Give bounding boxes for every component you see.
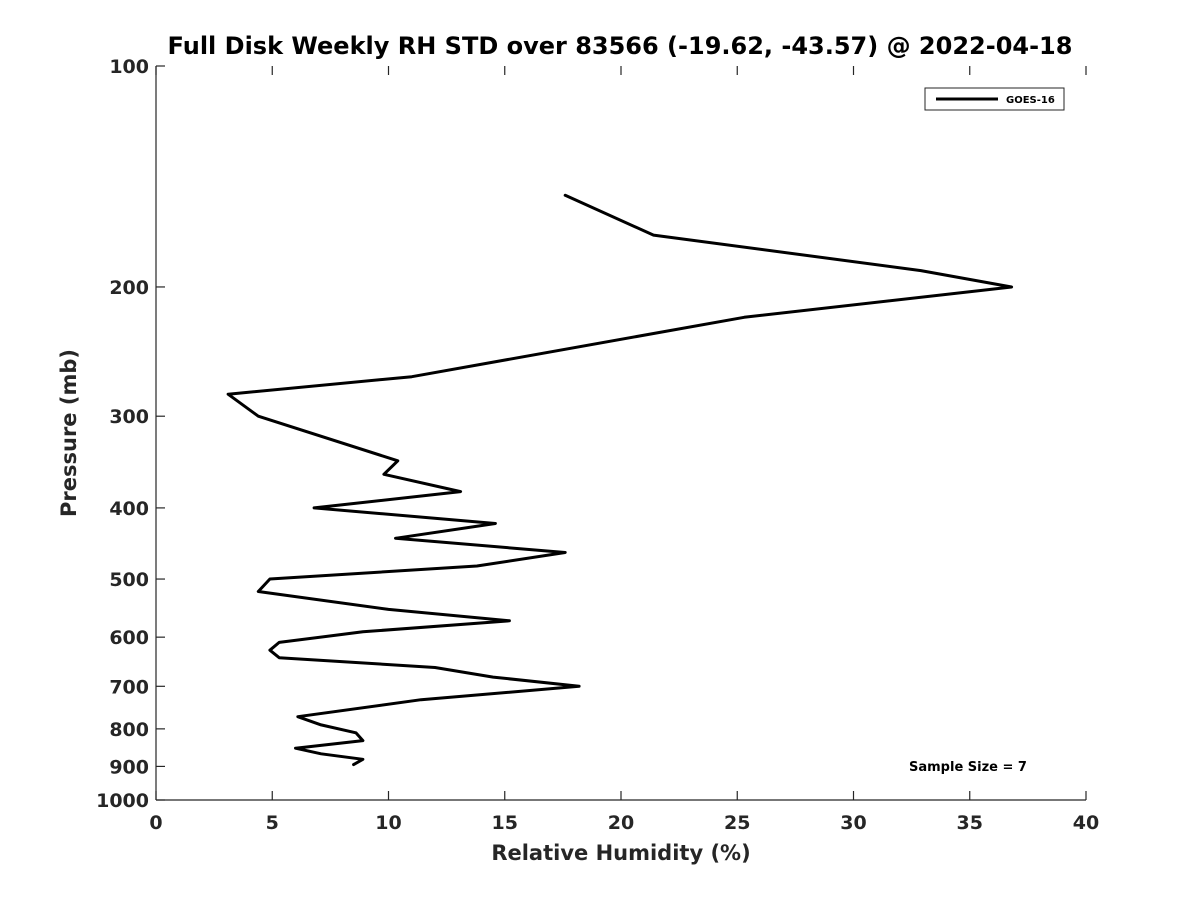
legend-label-goes-16: GOES-16 [1006,95,1055,106]
x-axis-label: Relative Humidity (%) [491,841,750,865]
x-tick-label: 25 [724,812,750,834]
series-line-goes-16 [226,193,1014,767]
y-tick-label: 300 [109,406,149,428]
sample-size-annotation: Sample Size = 7 [909,760,1027,775]
y-axis-ticks: 100 200 300 400 500 600 700 800 900 1000 [96,56,165,812]
legend: GOES-16 [924,87,1065,111]
y-axis-label: Pressure (mb) [57,349,81,517]
x-tick-label: 20 [608,812,634,834]
y-tick-label: 200 [109,277,149,299]
series-layer [226,193,1014,767]
x-tick-label: 5 [266,812,279,834]
y-tick-label: 600 [109,627,149,649]
y-tick-label: 400 [109,498,149,520]
y-tick-label: 500 [109,569,149,591]
y-tick-label: 1000 [96,790,149,812]
x-tick-label: 15 [492,812,518,834]
y-tick-label: 900 [109,756,149,778]
chart-title: Full Disk Weekly RH STD over 83566 (-19.… [168,32,1073,60]
x-tick-label: 10 [375,812,401,834]
y-tick-label: 800 [109,719,149,741]
x-tick-label: 35 [957,812,983,834]
y-tick-label: 100 [109,56,149,78]
x-tick-label: 0 [149,812,162,834]
x-axis-ticks: 0 5 10 15 20 25 30 35 40 [149,66,1099,834]
plot-area: 0 5 10 15 20 25 30 35 40 100 200 300 400 500 600 700 80… [96,56,1099,834]
x-tick-label: 30 [840,812,866,834]
x-tick-label: 40 [1073,812,1099,834]
y-tick-label: 700 [109,676,149,698]
